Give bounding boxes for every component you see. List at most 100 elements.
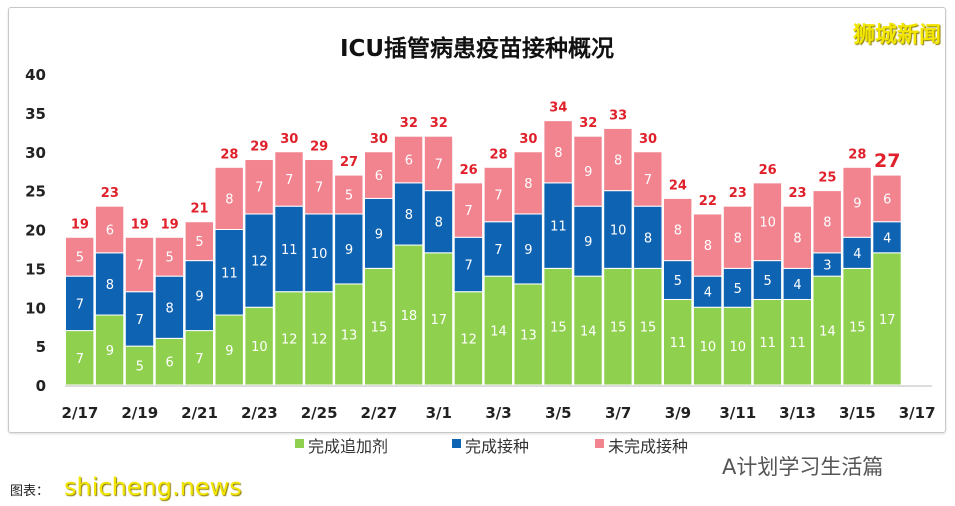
segment-value-label: 6: [883, 192, 891, 207]
bar-segment-1: [543, 182, 573, 269]
bar-segment-0: [423, 252, 454, 386]
y-tick-label: 0: [36, 377, 46, 395]
segment-value-label: 8: [704, 239, 712, 254]
total-label: 19: [161, 217, 179, 232]
segment-value-label: 5: [166, 251, 174, 266]
segment-value-label: 17: [430, 313, 447, 328]
segment-value-label: 3: [823, 258, 831, 273]
y-tick-label: 40: [25, 66, 46, 84]
segment-value-label: 4: [883, 231, 891, 246]
site-watermark: shicheng.news: [64, 473, 242, 501]
bar-segment-1: [124, 291, 155, 347]
bar-segment-0: [842, 267, 872, 386]
segment-value-label: 5: [764, 274, 772, 289]
segment-value-label: 8: [614, 154, 622, 169]
bar-segment-0: [244, 306, 274, 386]
brand-watermark: 狮城新闻: [852, 23, 941, 48]
bar-segment-1: [423, 190, 454, 254]
source-label: 图表：: [10, 484, 50, 499]
bar-segment-0: [573, 275, 603, 386]
x-tick-label: 3/17: [899, 404, 936, 422]
segment-value-label: 8: [166, 301, 174, 316]
total-label: 26: [759, 163, 777, 178]
segment-value-label: 9: [195, 290, 203, 305]
chart-frame: [8, 7, 946, 433]
segment-value-label: 7: [435, 157, 443, 172]
bar-segment-0: [154, 337, 185, 386]
segment-value-label: 4: [793, 278, 801, 293]
segment-value-label: 10: [759, 216, 776, 231]
total-label: 23: [101, 186, 119, 201]
segment-value-label: 8: [554, 146, 562, 161]
segment-value-label: 5: [734, 282, 742, 297]
bar-segment-1: [65, 275, 95, 332]
y-tick-label: 35: [25, 105, 46, 123]
total-label: 26: [460, 163, 478, 178]
legend-swatch: [595, 439, 604, 448]
bar-segment-2: [513, 151, 543, 215]
bar-segment-0: [603, 267, 633, 386]
x-tick-label: 2/19: [121, 404, 158, 422]
segment-value-label: 11: [221, 266, 238, 281]
segment-value-label: 15: [371, 321, 388, 336]
total-label: 30: [519, 132, 537, 147]
total-label: 28: [848, 147, 866, 162]
y-tick-label: 30: [25, 144, 46, 162]
segment-value-label: 6: [405, 154, 413, 169]
segment-value-label: 7: [195, 352, 203, 367]
bar-segment-0: [364, 267, 394, 386]
segment-value-label: 12: [460, 332, 477, 347]
segment-value-label: 12: [251, 255, 268, 270]
total-label: 19: [71, 217, 89, 232]
segment-value-label: 7: [76, 297, 84, 312]
legend-label: 完成追加剂: [308, 437, 388, 456]
x-tick-label: 3/1: [426, 404, 452, 422]
segment-value-label: 10: [610, 224, 627, 239]
bar-segment-2: [722, 205, 753, 269]
bar-segment-2: [364, 151, 394, 199]
legend-label: 未完成接种: [608, 437, 688, 456]
bar-segment-1: [184, 260, 215, 332]
bar-segment-2: [214, 166, 244, 231]
total-label: 29: [250, 140, 268, 155]
segment-value-label: 7: [136, 313, 144, 328]
total-label: 21: [191, 202, 209, 217]
bar-segment-0: [274, 291, 304, 386]
segment-value-label: 9: [584, 235, 592, 250]
total-label: 32: [400, 116, 418, 131]
segment-value-label: 8: [793, 231, 801, 246]
x-tick-label: 3/3: [485, 404, 511, 422]
x-tick-label: 2/17: [62, 404, 99, 422]
x-tick-label: 3/7: [605, 404, 631, 422]
x-axis: 2/17 2/19 2/21 2/23 2/25 2/27 3/1 3/3 3/5 3/7 3/9 3…: [62, 385, 936, 422]
segment-value-label: 18: [401, 309, 418, 324]
bar-segment-2: [393, 135, 424, 184]
bar-segment-0: [722, 306, 753, 386]
total-label: 28: [220, 147, 238, 162]
bar-segment-2: [244, 159, 274, 215]
total-label: 29: [310, 140, 328, 155]
bar-segment-2: [334, 174, 364, 215]
segment-value-label: 7: [644, 173, 652, 188]
bar-segment-2: [692, 213, 723, 277]
y-tick-label: 20: [25, 222, 46, 240]
segment-value-label: 12: [311, 332, 328, 347]
legend-swatch: [295, 439, 304, 448]
total-label: 23: [729, 186, 747, 201]
segment-value-label: 12: [281, 332, 298, 347]
segment-value-label: 4: [704, 286, 712, 301]
bar-segment-0: [692, 306, 723, 386]
bar-segment-0: [513, 283, 543, 386]
segment-value-label: 7: [285, 173, 293, 188]
total-label: 19: [131, 217, 149, 232]
bar-segment-1: [872, 221, 902, 254]
segment-value-label: 11: [759, 336, 776, 351]
segment-value-label: 8: [405, 208, 413, 223]
bar-segment-0: [483, 275, 514, 386]
legend-swatch: [452, 439, 461, 448]
segment-value-label: 10: [311, 247, 328, 262]
bar-segment-2: [304, 159, 334, 215]
chart-title: ICU插管病患疫苗接种概况: [340, 35, 614, 62]
segment-value-label: 8: [225, 192, 233, 207]
